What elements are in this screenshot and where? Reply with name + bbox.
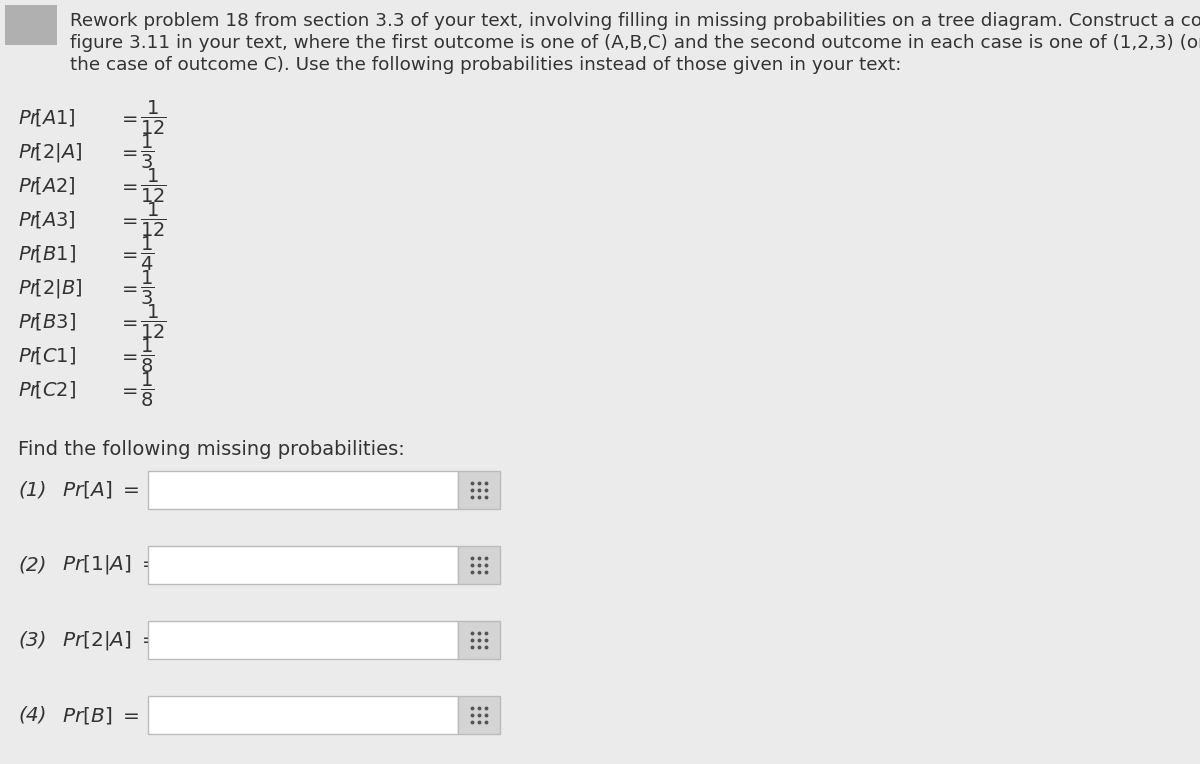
Text: (4): (4)	[18, 705, 47, 724]
Text: $\mathit{Pr}[A]\ =$: $\mathit{Pr}[A]\ =$	[62, 480, 139, 500]
FancyBboxPatch shape	[148, 696, 458, 734]
Text: $=$: $=$	[118, 244, 138, 264]
Text: $\mathit{Pr}[2|A]\ =$: $\mathit{Pr}[2|A]\ =$	[62, 629, 158, 652]
Text: $\dfrac{1}{12}$: $\dfrac{1}{12}$	[140, 201, 167, 239]
Text: $\mathit{Pr}\![B1]$: $\mathit{Pr}\![B1]$	[18, 244, 76, 264]
Text: $=$: $=$	[118, 143, 138, 161]
FancyBboxPatch shape	[458, 546, 500, 584]
FancyBboxPatch shape	[458, 696, 500, 734]
Text: (3): (3)	[18, 630, 47, 649]
Text: $\mathit{Pr}\![C2]$: $\mathit{Pr}\![C2]$	[18, 380, 76, 400]
FancyBboxPatch shape	[148, 546, 458, 584]
Text: $\mathit{Pr}\![A2]$: $\mathit{Pr}\![A2]$	[18, 176, 76, 196]
Text: $\mathit{Pr}\![A3]$: $\mathit{Pr}\![A3]$	[18, 209, 76, 231]
Text: $\mathit{Pr}\![A1]$: $\mathit{Pr}\![A1]$	[18, 108, 76, 128]
Text: $=$: $=$	[118, 312, 138, 332]
Text: Rework problem 18 from section 3.3 of your text, involving filling in missing pr: Rework problem 18 from section 3.3 of yo…	[70, 12, 1200, 30]
Text: $\mathit{Pr}[B]\ =$: $\mathit{Pr}[B]\ =$	[62, 704, 139, 726]
Text: $\dfrac{1}{12}$: $\dfrac{1}{12}$	[140, 167, 167, 205]
Text: $\dfrac{1}{12}$: $\dfrac{1}{12}$	[140, 303, 167, 341]
Text: $\mathit{Pr}\![2|A]$: $\mathit{Pr}\![2|A]$	[18, 141, 83, 163]
Text: (1): (1)	[18, 481, 47, 500]
FancyBboxPatch shape	[458, 471, 500, 509]
Text: $=$: $=$	[118, 176, 138, 196]
Text: Find the following missing probabilities:: Find the following missing probabilities…	[18, 440, 404, 459]
Text: $=$: $=$	[118, 380, 138, 400]
FancyBboxPatch shape	[458, 621, 500, 659]
Text: $\dfrac{1}{12}$: $\dfrac{1}{12}$	[140, 99, 167, 137]
FancyBboxPatch shape	[148, 471, 458, 509]
Text: $\dfrac{1}{8}$: $\dfrac{1}{8}$	[140, 371, 155, 409]
Text: (2): (2)	[18, 555, 47, 575]
Text: $\dfrac{1}{3}$: $\dfrac{1}{3}$	[140, 133, 155, 171]
Text: $\mathit{Pr}\![C1]$: $\mathit{Pr}\![C1]$	[18, 345, 76, 367]
Text: $=$: $=$	[118, 347, 138, 365]
Text: $\dfrac{1}{3}$: $\dfrac{1}{3}$	[140, 269, 155, 307]
Text: $\dfrac{1}{8}$: $\dfrac{1}{8}$	[140, 337, 155, 375]
Text: $\dfrac{1}{4}$: $\dfrac{1}{4}$	[140, 235, 155, 273]
Text: $=$: $=$	[118, 211, 138, 229]
FancyBboxPatch shape	[148, 621, 458, 659]
Text: $\mathit{Pr}[1|A]\ =$: $\mathit{Pr}[1|A]\ =$	[62, 553, 158, 577]
Text: the case of outcome C). Use the following probabilities instead of those given i: the case of outcome C). Use the followin…	[70, 56, 901, 74]
Text: $=$: $=$	[118, 279, 138, 297]
Text: figure 3.11 in your text, where the first outcome is one of (A,B,C) and the seco: figure 3.11 in your text, where the firs…	[70, 34, 1200, 52]
Text: $=$: $=$	[118, 108, 138, 128]
Text: $\mathit{Pr}\![2|B]$: $\mathit{Pr}\![2|B]$	[18, 277, 83, 299]
FancyBboxPatch shape	[5, 5, 58, 45]
Text: $\mathit{Pr}\![B3]$: $\mathit{Pr}\![B3]$	[18, 312, 76, 332]
